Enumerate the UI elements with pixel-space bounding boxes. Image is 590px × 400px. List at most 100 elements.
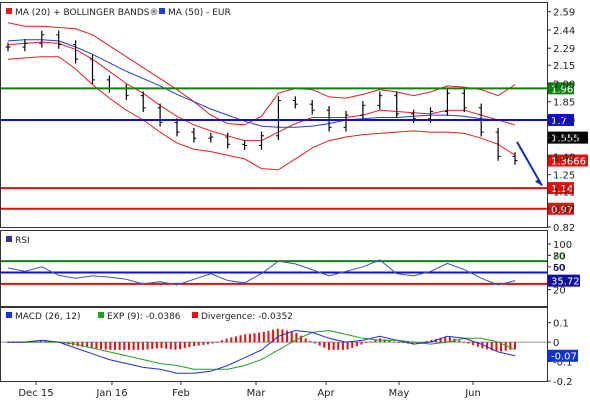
price-bar xyxy=(512,152,518,165)
price-bar xyxy=(292,96,298,109)
divergence-bar xyxy=(411,342,414,344)
price-bar xyxy=(444,88,450,116)
rsi-level-label: 50 xyxy=(553,264,565,274)
price-bar xyxy=(5,42,11,52)
divergence-bar xyxy=(183,342,186,349)
divergence-bar xyxy=(155,342,158,349)
legend-swatch xyxy=(6,8,12,14)
divergence-bar xyxy=(383,339,386,343)
price-tag-label: 1.3666 xyxy=(551,157,586,168)
divergence-bar xyxy=(151,342,154,349)
divergence-bar xyxy=(81,342,84,347)
macd-y-tick-label: -0.1 xyxy=(553,358,573,369)
divergence-bar xyxy=(304,338,307,343)
x-tick-label: Jan 16 xyxy=(95,388,127,399)
level-tag-label: 1.7 xyxy=(551,116,567,127)
price-y-tick-label: 2.15 xyxy=(553,61,575,72)
macd-line xyxy=(8,329,516,374)
price-bar xyxy=(22,39,28,52)
rsi-level-label: 70 xyxy=(553,252,565,262)
price-bar xyxy=(174,118,180,137)
forecast-arrow-head xyxy=(535,178,542,186)
divergence-bar xyxy=(286,330,289,343)
price-tag xyxy=(548,131,588,144)
macd-panel: 0.1 0 -0.1 -0.2 -0.07 MACD (26, 12) EXP (9): … xyxy=(0,307,578,388)
price-bar xyxy=(360,101,366,120)
divergence-bar xyxy=(490,342,493,351)
divergence-bar xyxy=(146,342,149,350)
divergence-bar xyxy=(360,342,363,345)
divergence-bar xyxy=(253,333,256,343)
forecast-arrow xyxy=(516,141,543,187)
divergence-bar xyxy=(104,342,107,350)
price-bar xyxy=(495,127,501,161)
price-tag xyxy=(548,154,588,167)
divergence-bar xyxy=(267,330,270,343)
x-tick-label: Dec 15 xyxy=(18,388,53,399)
macd-y-tick-label: -0.2 xyxy=(553,377,573,388)
macd-legend-swatch xyxy=(6,312,12,318)
macd-current-label: -0.07 xyxy=(551,352,577,363)
divergence-bar xyxy=(34,340,37,343)
price-bar xyxy=(208,132,214,143)
price-panel: 1.96 1.7 1.14 0.97 1.555 1.3666 2.59 2.44 2.29 2… xyxy=(0,2,588,234)
divergence-bar xyxy=(225,338,228,343)
price-y-tick-label: 1.85 xyxy=(553,98,575,109)
divergence-bar xyxy=(323,342,326,348)
price-bar xyxy=(191,127,197,143)
rsi-y-tick-label: 20 xyxy=(553,286,566,297)
divergence-bar xyxy=(95,342,98,349)
divergence-bar xyxy=(337,342,340,350)
price-bar xyxy=(90,54,95,85)
rsi-y-tick-label: 100 xyxy=(553,240,572,251)
legend-label: MA (20) + BOLLINGER BANDS® xyxy=(15,8,159,18)
divergence-bar xyxy=(141,342,144,350)
legend-swatch xyxy=(159,8,165,14)
divergence-bar xyxy=(458,340,461,343)
divergence-bar xyxy=(486,342,489,350)
divergence-bar xyxy=(309,341,312,343)
divergence-bar xyxy=(300,335,303,343)
rsi-current-tag xyxy=(548,274,580,287)
rsi-legend-label: RSI xyxy=(15,236,30,246)
price-bar xyxy=(259,131,264,150)
macd-legend-label: MACD (26, 12) xyxy=(15,312,81,322)
divergence-bar xyxy=(109,342,112,350)
level-tag xyxy=(548,113,574,126)
level-tag-label: 0.97 xyxy=(551,205,573,216)
price-bar xyxy=(73,40,79,64)
divergence-bar xyxy=(132,342,135,350)
divergence-bar xyxy=(388,340,391,343)
price-y-tick-label: 1.25 xyxy=(553,171,575,182)
divergence-bar xyxy=(137,342,140,350)
divergence-bar xyxy=(402,342,405,343)
divergence-bar xyxy=(248,333,251,343)
level-tag-label: 1.96 xyxy=(551,84,573,95)
x-tick-label: Mar xyxy=(247,388,267,399)
divergence-bar xyxy=(113,342,116,350)
price-y-tick-label: 2.44 xyxy=(553,26,575,37)
price-bar xyxy=(377,91,383,110)
divergence-bar xyxy=(504,342,507,351)
divergence-bar xyxy=(472,342,475,346)
divergence-bar xyxy=(393,341,396,343)
price-bar xyxy=(275,96,281,141)
macd-legend-swatch xyxy=(192,312,198,318)
divergence-bar xyxy=(327,342,330,350)
divergence-bar xyxy=(262,331,265,343)
divergence-bar xyxy=(39,340,42,343)
macd-legend-label: Divergence: -0.0352 xyxy=(201,312,293,322)
exp9-line xyxy=(8,329,516,370)
divergence-bar xyxy=(234,336,237,343)
divergence-bar xyxy=(476,342,479,347)
price-y-tick-label: 1.40 xyxy=(553,152,575,163)
price-y-tick-label: 0.82 xyxy=(553,223,575,234)
divergence-bar xyxy=(100,342,103,349)
x-tick-label: Apr xyxy=(317,388,335,399)
rsi-line xyxy=(7,259,516,286)
divergence-bar xyxy=(123,342,126,350)
divergence-bar xyxy=(430,340,433,343)
divergence-bar xyxy=(444,336,447,343)
divergence-bar xyxy=(230,337,233,343)
price-bar xyxy=(461,88,467,113)
